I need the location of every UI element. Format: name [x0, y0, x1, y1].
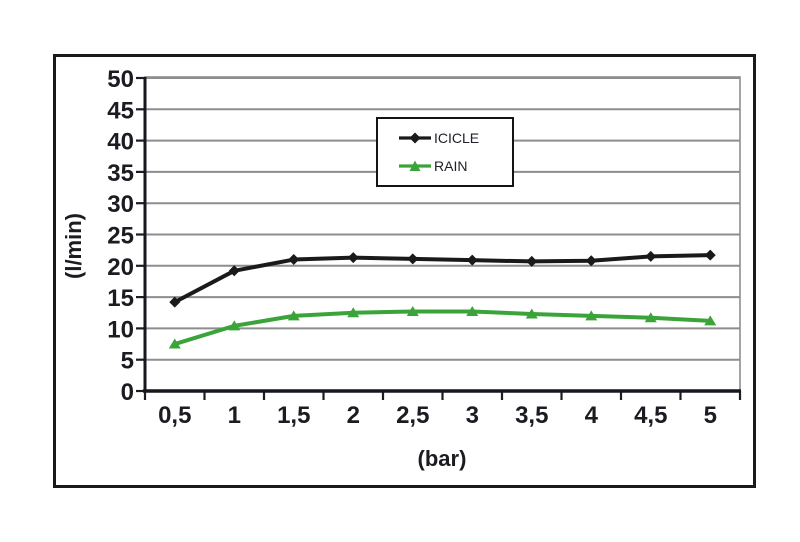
series-line-rain	[174, 309, 711, 346]
x-tick-label: 1	[228, 402, 241, 429]
data-point-marker-icicle	[288, 254, 300, 266]
y-tick-label: 30	[107, 191, 134, 218]
x-axis-title: (bar)	[417, 446, 467, 471]
legend: ICICLE RAIN	[376, 117, 514, 187]
x-tick-label: 2,5	[396, 402, 429, 429]
data-point-marker-rain	[704, 315, 717, 326]
x-tick-label: 1,5	[277, 402, 310, 429]
x-tick-label: 4	[585, 402, 599, 429]
x-tick-label: 5	[704, 402, 717, 429]
data-point-marker-rain	[466, 305, 479, 316]
y-tick-label: 25	[107, 223, 134, 250]
y-tick-label: 35	[107, 160, 134, 187]
data-point-marker-icicle	[704, 249, 716, 261]
data-point-marker-icicle	[169, 296, 181, 308]
y-tick-label: 40	[107, 129, 134, 156]
data-point-marker-rain	[406, 305, 419, 316]
data-point-marker-icicle	[526, 255, 538, 267]
y-tick-label: 0	[121, 379, 134, 406]
series-line-icicle	[173, 253, 711, 304]
rain-line-marker-icon	[398, 159, 432, 173]
y-tick-label: 10	[107, 316, 134, 343]
rain-marker-glyph	[399, 160, 431, 171]
data-point-marker-rain	[525, 308, 538, 319]
data-point-marker-icicle	[347, 252, 359, 264]
data-point-marker-icicle	[585, 255, 597, 267]
legend-item-rain: RAIN	[398, 158, 510, 174]
x-tick-label: 0,5	[158, 402, 191, 429]
data-point-marker-icicle	[228, 265, 240, 277]
data-point-marker-rain	[644, 312, 657, 323]
y-tick-label: 50	[107, 66, 134, 93]
x-tick-label: 3,5	[515, 402, 548, 429]
data-point-marker-icicle	[645, 250, 657, 262]
x-tick-label: 2	[347, 402, 360, 429]
legend-item-icicle: ICICLE	[398, 130, 510, 146]
y-tick-label: 15	[107, 285, 134, 312]
data-point-marker-icicle	[466, 254, 478, 266]
data-point-marker-rain	[585, 310, 598, 321]
x-tick-label: 4,5	[634, 402, 667, 429]
data-point-marker-rain	[168, 338, 181, 349]
y-axis-title: (l/min)	[61, 213, 86, 279]
data-point-marker-rain	[228, 320, 241, 331]
legend-label-rain: RAIN	[434, 158, 468, 174]
x-tick-label: 3	[466, 402, 479, 429]
legend-label-icicle: ICICLE	[434, 130, 480, 146]
icicle-marker-glyph	[399, 132, 431, 144]
y-tick-label: 5	[121, 348, 134, 375]
data-point-marker-icicle	[407, 253, 419, 265]
data-point-marker-rain	[287, 310, 300, 321]
icicle-line-marker-icon	[398, 131, 432, 145]
data-point-marker-rain	[347, 307, 360, 318]
y-tick-label: 20	[107, 254, 134, 281]
y-tick-label: 45	[107, 97, 134, 124]
